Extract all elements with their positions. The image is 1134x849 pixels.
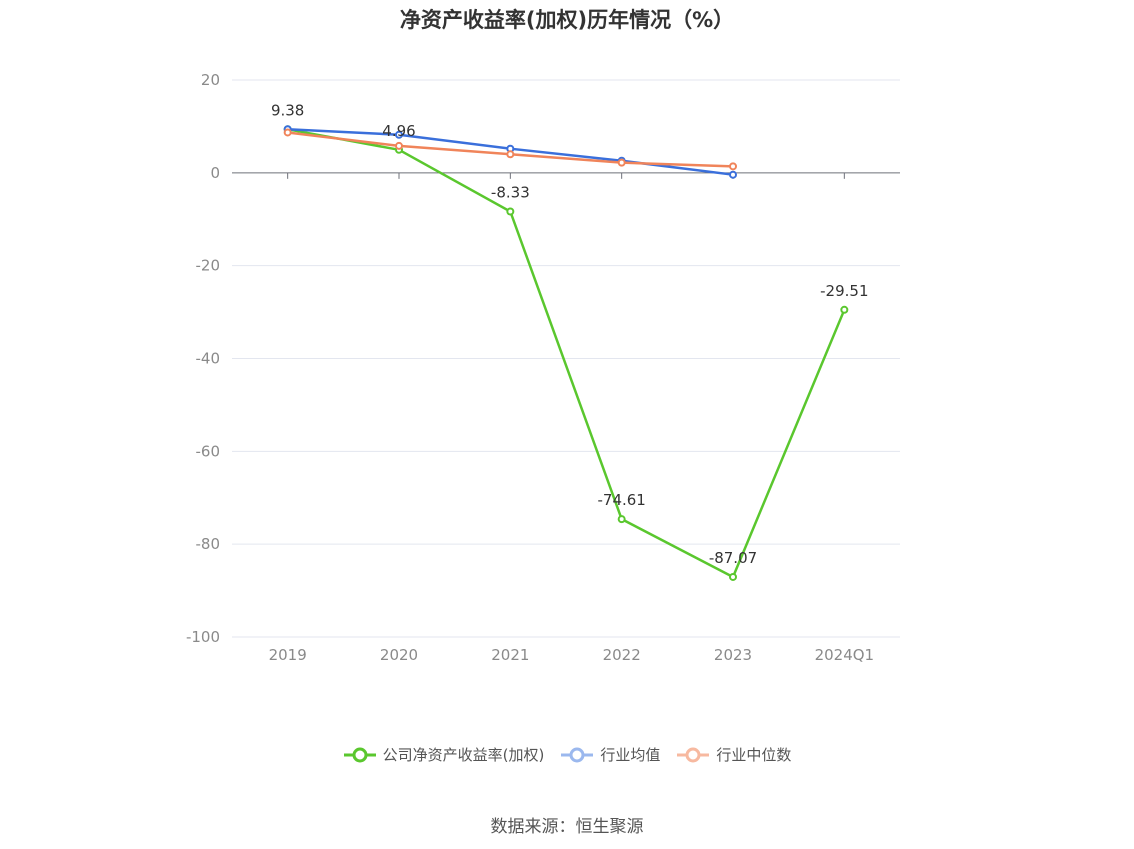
data-point-2 xyxy=(506,150,515,159)
y-tick-label: 0 xyxy=(210,164,220,182)
data-point-0 xyxy=(729,572,737,581)
data-point-2 xyxy=(729,162,737,171)
x-tick-label: 2024Q1 xyxy=(815,646,875,664)
data-label: -74.61 xyxy=(597,491,645,509)
data-label: 4.96 xyxy=(382,122,415,140)
y-tick-label: 20 xyxy=(201,71,220,89)
legend-marker-blue-icon xyxy=(561,747,594,762)
data-point-2 xyxy=(617,158,626,167)
y-tick-label: -20 xyxy=(196,257,221,275)
legend-item-company[interactable]: 公司净资产收益率(加权) xyxy=(343,744,545,765)
data-point-1 xyxy=(395,130,403,139)
legend-label-company: 公司净资产收益率(加权) xyxy=(382,746,545,764)
data-label: -29.51 xyxy=(820,282,868,300)
legend-label-industry-mean: 行业均值 xyxy=(600,746,661,764)
x-tick-label: 2019 xyxy=(269,646,307,664)
x-tick-label: 2020 xyxy=(380,646,418,664)
data-point-1 xyxy=(729,170,737,179)
x-tick-label: 2021 xyxy=(491,646,529,664)
x-tick-label: 2023 xyxy=(714,646,752,664)
legend-item-industry-median[interactable]: 行业中位数 xyxy=(676,744,791,765)
y-tick-label: -40 xyxy=(196,350,221,368)
y-tick-label: -100 xyxy=(186,628,220,646)
legend-marker-orange-icon xyxy=(677,747,710,762)
data-point-0 xyxy=(617,515,626,524)
legend: 公司净资产收益率(加权) 行业均值 行业中位数 xyxy=(0,744,1134,765)
legend-item-industry-mean[interactable]: 行业均值 xyxy=(560,744,660,765)
data-point-2 xyxy=(283,128,292,137)
legend-marker-green-icon xyxy=(343,747,376,762)
data-label: -8.33 xyxy=(491,183,530,201)
data-point-0 xyxy=(506,207,515,216)
y-tick-label: -80 xyxy=(196,535,221,553)
data-label: 9.38 xyxy=(271,101,304,119)
data-source: 数据来源：恒生聚源 xyxy=(490,817,644,837)
data-point-2 xyxy=(395,141,403,150)
data-label: -87.07 xyxy=(709,549,757,567)
series-line-0 xyxy=(287,128,846,579)
y-tick-label: -60 xyxy=(196,442,221,460)
legend-label-industry-median: 行业中位数 xyxy=(716,746,792,764)
chart-title: 净资产收益率(加权)历年情况（%） xyxy=(399,8,735,32)
data-point-0 xyxy=(840,305,849,314)
x-tick-label: 2022 xyxy=(603,646,641,664)
